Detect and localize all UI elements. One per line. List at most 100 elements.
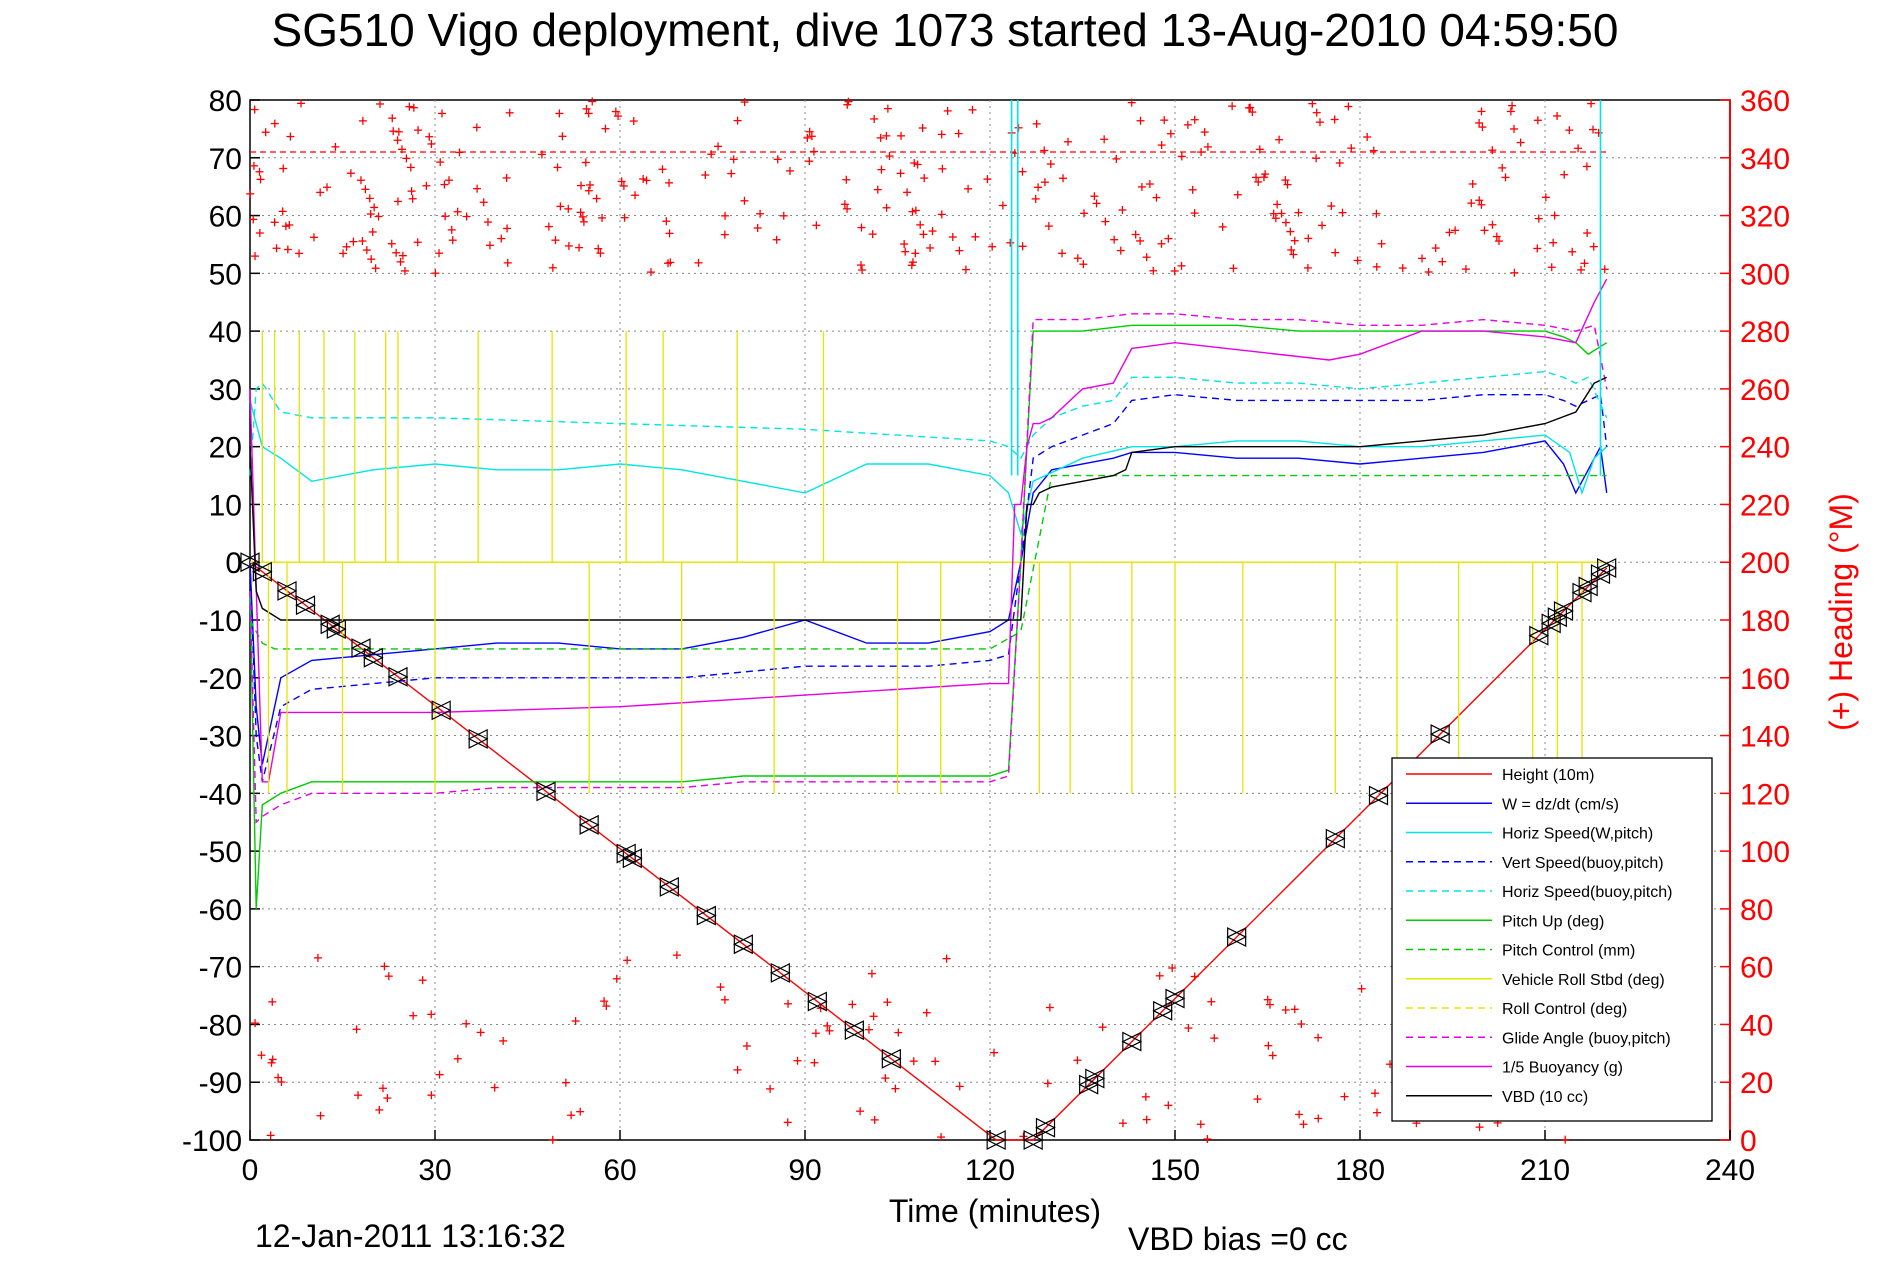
- legend-label: Pitch Control (mm): [1502, 943, 1635, 960]
- depth-marker-left: [1553, 601, 1574, 622]
- heading-point: [1092, 199, 1101, 208]
- heading-point: [462, 1019, 471, 1028]
- heading-point: [266, 1131, 275, 1140]
- heading-point: [374, 212, 383, 221]
- depth-marker-left: [1121, 1031, 1142, 1052]
- heading-point: [1587, 99, 1596, 108]
- heading-point: [1275, 135, 1284, 144]
- heading-point: [1318, 221, 1327, 230]
- heading-point: [882, 203, 891, 212]
- heading-point: [1166, 129, 1175, 138]
- depth-marker-left: [430, 700, 451, 721]
- heading-point: [503, 258, 512, 267]
- heading-point: [998, 201, 1007, 210]
- depth-marker-left: [1035, 1117, 1056, 1138]
- x-tick-label: 150: [1150, 1154, 1200, 1187]
- heading-point: [740, 196, 749, 205]
- depth-marker-left: [1528, 625, 1549, 646]
- series-line-10: [249, 278, 1608, 783]
- heading-point: [393, 136, 402, 145]
- heading-point: [1475, 118, 1484, 127]
- heading-point: [1168, 964, 1177, 973]
- heading-point: [427, 139, 436, 148]
- heading-point: [856, 1107, 865, 1116]
- heading-point: [1183, 120, 1192, 129]
- heading-point: [910, 159, 919, 168]
- heading-point: [1200, 128, 1209, 137]
- heading-point: [375, 1105, 384, 1114]
- right-tick-label: 80: [1740, 894, 1773, 927]
- depth-marker-left: [1596, 558, 1617, 578]
- heading-point: [1477, 107, 1486, 116]
- right-tick-label: 360: [1740, 85, 1790, 118]
- heading-point: [1019, 1132, 1028, 1141]
- right-tick-label: 240: [1740, 432, 1790, 465]
- heading-point: [908, 207, 917, 216]
- heading-point: [631, 191, 640, 200]
- heading-point: [877, 165, 886, 174]
- heading-point: [596, 249, 605, 258]
- heading-point: [937, 130, 946, 139]
- right-tick-label: 120: [1740, 778, 1790, 811]
- heading-point: [1203, 142, 1212, 151]
- heading-point: [1369, 146, 1378, 155]
- heading-point: [274, 1073, 283, 1082]
- heading-point: [1574, 144, 1583, 153]
- heading-point: [1438, 257, 1447, 266]
- heading-point: [366, 210, 375, 219]
- heading-point: [931, 1057, 940, 1066]
- heading-point: [445, 176, 454, 185]
- heading-point: [1155, 971, 1164, 980]
- heading-point: [1583, 229, 1592, 238]
- heading-point: [727, 169, 736, 178]
- heading-point: [1312, 108, 1321, 117]
- heading-point: [1149, 266, 1158, 275]
- heading-point: [1294, 208, 1303, 217]
- heading-point: [766, 1084, 775, 1093]
- heading-point: [437, 109, 446, 118]
- y-tick-label: -60: [199, 894, 242, 927]
- heading-point: [1510, 268, 1519, 277]
- heading-point: [427, 1010, 436, 1019]
- heading-point: [840, 200, 849, 209]
- right-tick-label: 320: [1740, 201, 1790, 234]
- heading-point: [1589, 242, 1598, 251]
- heading-point: [398, 145, 407, 154]
- footer-date: 12-Jan-2011 13:16:32: [255, 1218, 566, 1254]
- heading-point: [1059, 174, 1068, 183]
- heading-point: [1160, 116, 1169, 125]
- depth-marker-left: [350, 638, 371, 659]
- heading-point: [1207, 997, 1216, 1006]
- heading-point: [1495, 237, 1504, 246]
- heading-point: [499, 1036, 508, 1045]
- heading-point: [387, 239, 396, 248]
- heading-point: [1248, 108, 1257, 117]
- legend-label: Horiz Speed(W,pitch): [1502, 826, 1653, 843]
- heading-point: [388, 114, 397, 123]
- y-tick-label: 30: [209, 374, 242, 407]
- y-tick-label: 0: [225, 547, 242, 580]
- heading-point: [882, 131, 891, 140]
- y-tick-label: -30: [199, 721, 242, 754]
- heading-point: [1273, 200, 1282, 209]
- heading-point: [578, 212, 587, 221]
- depth-marker-left: [1429, 724, 1450, 745]
- depth-marker-left: [1022, 1130, 1043, 1150]
- heading-point: [1112, 154, 1121, 163]
- heading-point: [1073, 254, 1082, 263]
- heading-point: [785, 166, 794, 175]
- heading-point: [1228, 102, 1237, 111]
- heading-point: [805, 157, 814, 166]
- heading-point: [414, 126, 423, 135]
- heading-point: [1261, 170, 1270, 179]
- heading-point: [629, 117, 638, 126]
- heading-point: [883, 998, 892, 1007]
- heading-point: [505, 108, 514, 117]
- heading-point: [870, 1115, 879, 1124]
- heading-point: [672, 951, 681, 960]
- heading-point: [249, 215, 258, 224]
- depth-marker-left: [578, 814, 599, 835]
- heading-point: [586, 180, 595, 189]
- heading-point: [867, 969, 876, 978]
- y-tick-label: 60: [209, 201, 242, 234]
